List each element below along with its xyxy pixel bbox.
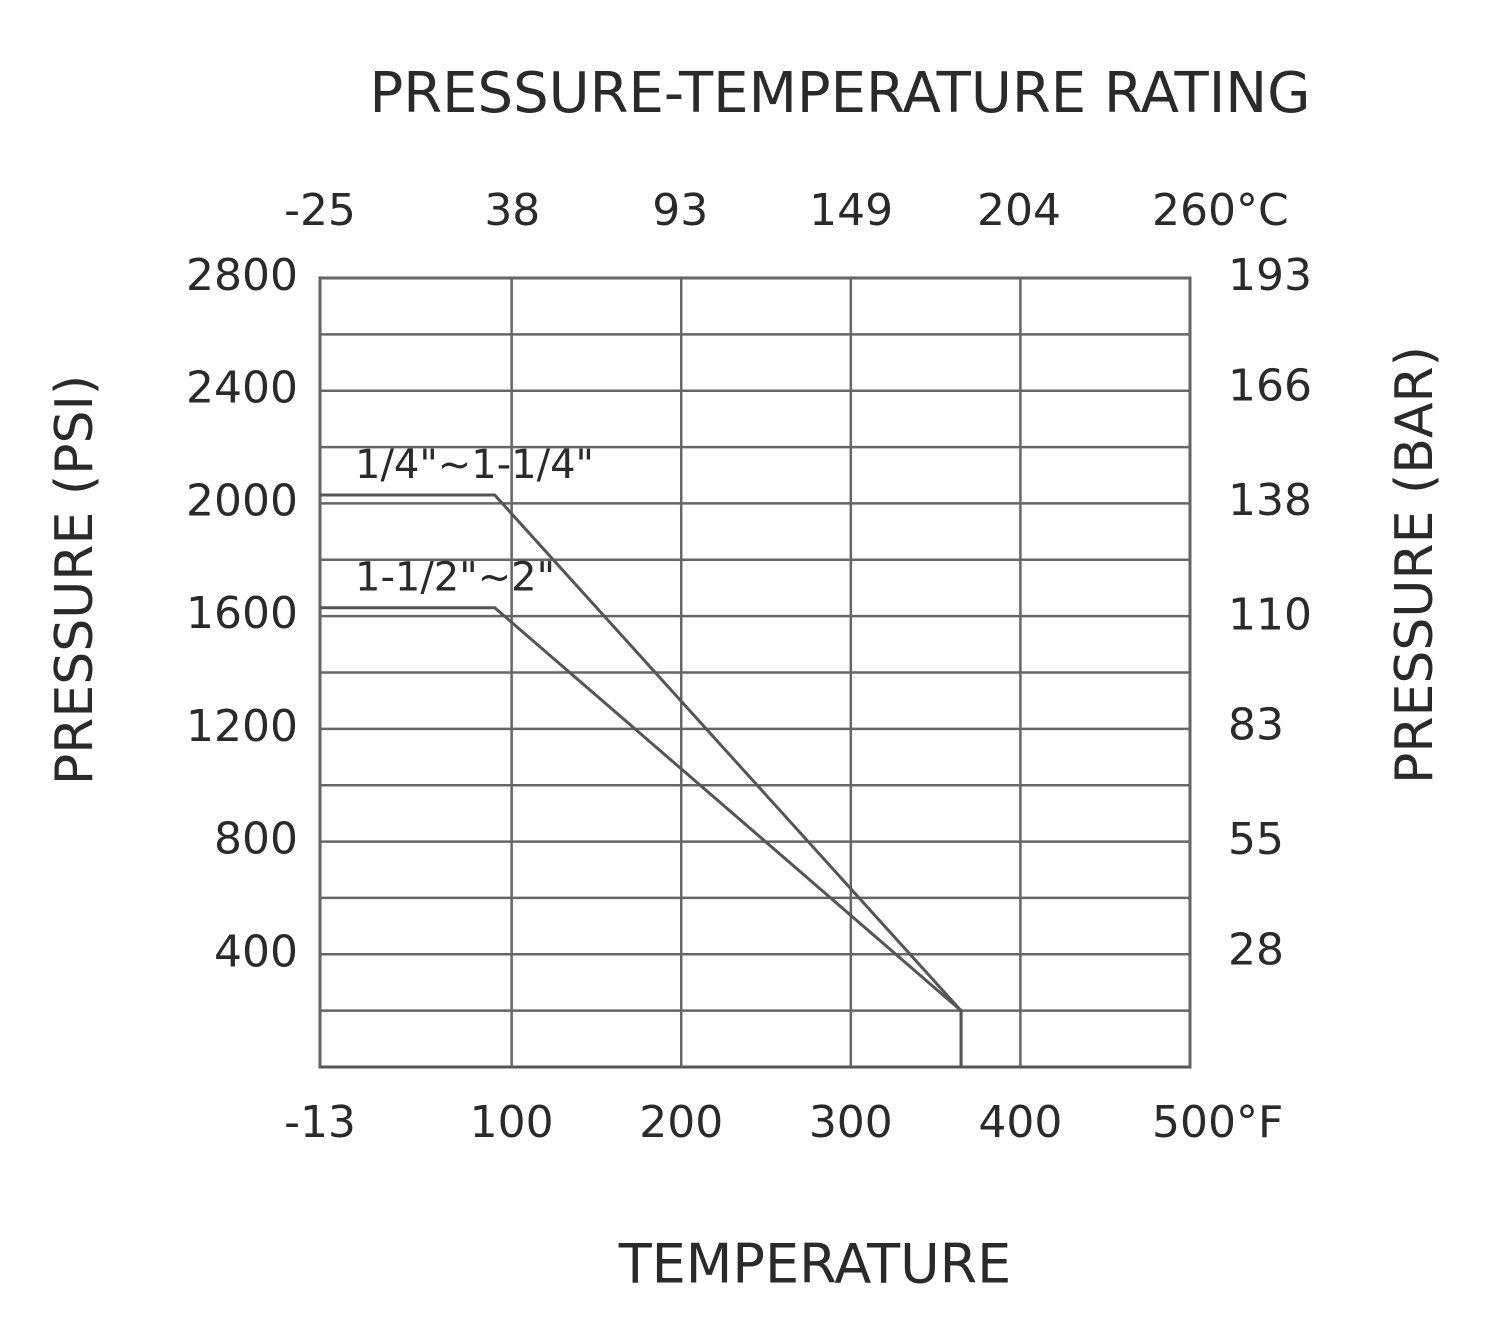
x-tick-label: 100 — [470, 1097, 554, 1148]
y2-tick-label: 138 — [1228, 475, 1312, 526]
y2-tick-label: 83 — [1228, 700, 1284, 751]
x-tick-label: 500°F — [1152, 1097, 1283, 1148]
x-tick-label: 300 — [809, 1097, 893, 1148]
y2-axis-label: PRESSURE (BAR) — [1385, 346, 1445, 784]
x2-tick-label: 93 — [652, 185, 708, 236]
y-axis-label: PRESSURE (PSI) — [45, 375, 105, 785]
x2-tick-label: 260°C — [1152, 185, 1289, 236]
series-label: 1-1/2"~2" — [355, 555, 555, 601]
x2-tick-label: 38 — [484, 185, 540, 236]
y-tick-label: 1600 — [186, 588, 298, 639]
y-tick-label: 2400 — [186, 363, 298, 414]
x2-tick-label: 204 — [977, 185, 1061, 236]
y-tick-label: 2000 — [186, 475, 298, 526]
x2-tick-label: 149 — [809, 185, 893, 236]
y2-tick-label: 28 — [1228, 925, 1284, 976]
y2-tick-label: 193 — [1228, 250, 1312, 301]
x-tick-label: -13 — [284, 1097, 356, 1148]
series-line — [320, 606, 963, 1067]
y2-tick-label: 166 — [1228, 360, 1312, 411]
x-axis-label: TEMPERATURE — [618, 1233, 1012, 1296]
chart-title: PRESSURE-TEMPERATURE RATING — [369, 61, 1310, 126]
y-tick-label: 1200 — [186, 701, 298, 752]
y-tick-label: 800 — [214, 814, 298, 865]
y-tick-label: 400 — [214, 926, 298, 977]
y-tick-label: 2800 — [186, 250, 298, 301]
y2-tick-label: 110 — [1228, 589, 1312, 640]
series-label: 1/4"~1-1/4" — [355, 442, 594, 488]
x-tick-label: 400 — [978, 1097, 1062, 1148]
x2-tick-label: -25 — [284, 185, 356, 236]
y2-tick-label: 55 — [1228, 814, 1284, 865]
x-tick-label: 200 — [639, 1097, 723, 1148]
